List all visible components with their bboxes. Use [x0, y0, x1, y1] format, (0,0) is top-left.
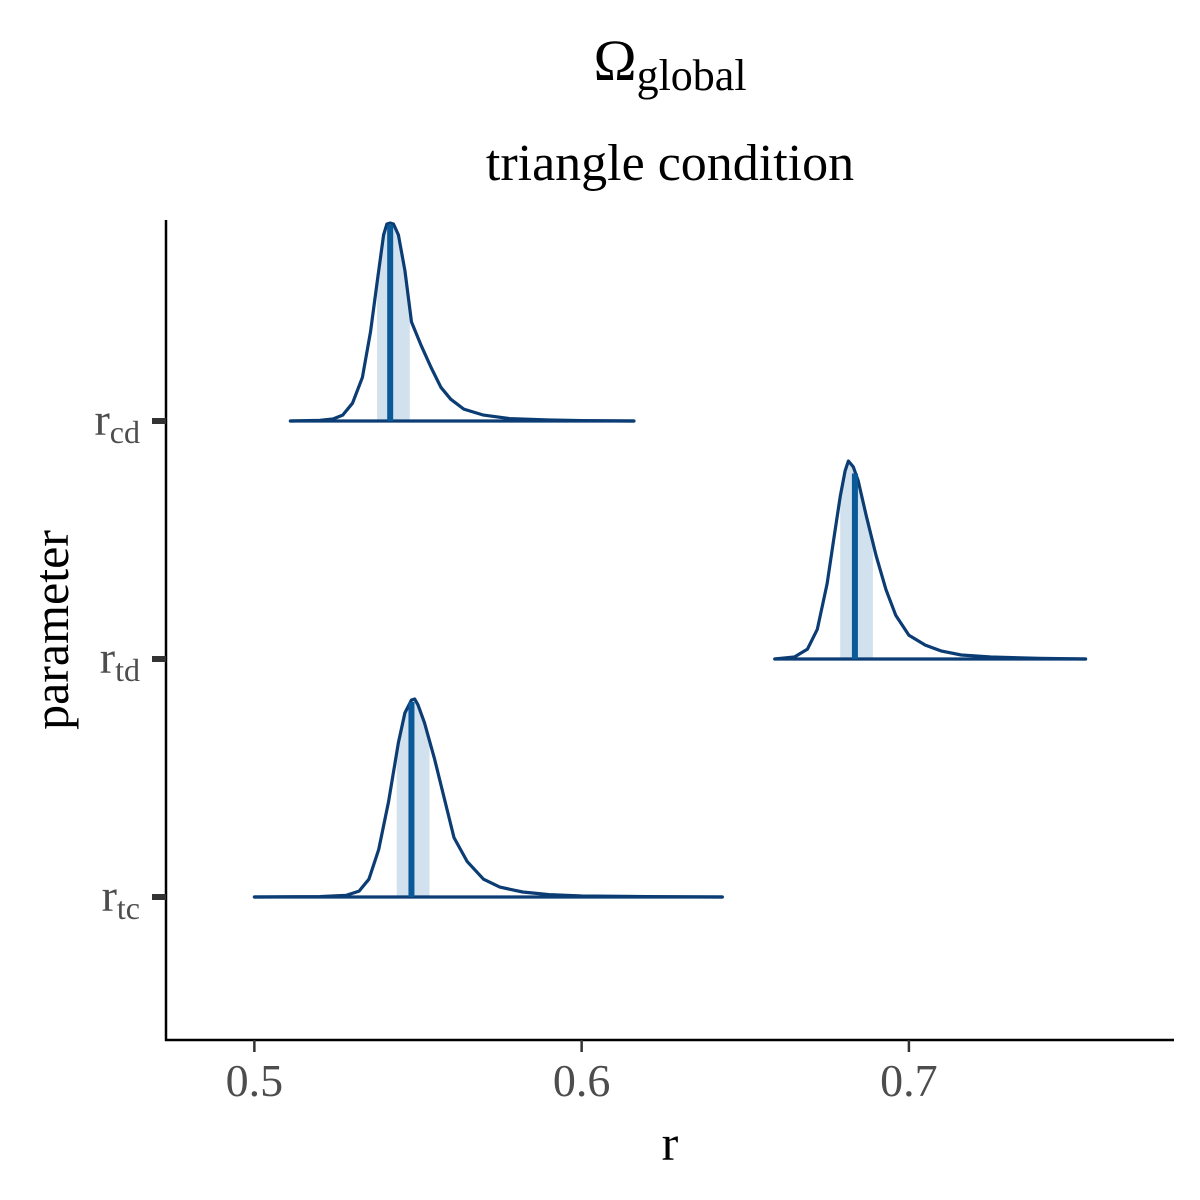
- density-curve-cd: [290, 221, 635, 423]
- title-main: Ω: [593, 28, 636, 93]
- x-tick-label: 0.6: [553, 1055, 611, 1106]
- title-subscript: global: [637, 51, 747, 100]
- chart-subtitle: triangle condition: [486, 135, 854, 192]
- y-tick-label-cd: rcd: [94, 394, 140, 450]
- density-ridge-tc: [252, 697, 724, 899]
- x-tick-label: 0.7: [880, 1055, 938, 1106]
- y-tick-label-subscript: tc: [117, 890, 140, 926]
- x-axis-title: r: [662, 1115, 679, 1171]
- y-axis-title: parameter: [23, 530, 79, 730]
- x-axis-ticks: 0.5 0.6 0.7: [226, 1040, 938, 1106]
- density-ridge-td: [773, 459, 1088, 661]
- y-tick-label-subscript: cd: [110, 414, 140, 450]
- density-ridge-cd: [288, 221, 636, 423]
- y-tick-label-base: r: [100, 632, 115, 683]
- y-tick-label-tc: rtc: [102, 870, 140, 926]
- density-curve-tc: [254, 697, 723, 899]
- y-tick-label-subscript: td: [115, 652, 140, 688]
- y-tick-label-base: r: [102, 870, 117, 921]
- y-tick-label-base: r: [94, 394, 109, 445]
- x-tick-label: 0.5: [226, 1055, 284, 1106]
- density-curve-td: [774, 459, 1086, 661]
- credible-interval-cd: [377, 223, 410, 421]
- chart-title: Ωglobal: [593, 28, 746, 100]
- plot-marks: [252, 221, 1088, 899]
- y-tick-label-td: rtd: [100, 632, 140, 688]
